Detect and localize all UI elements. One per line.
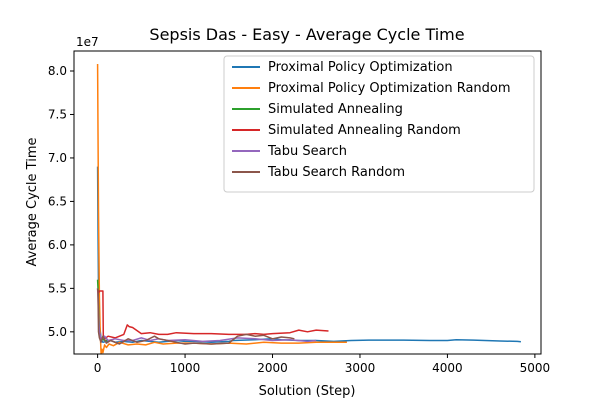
legend-frame [223,55,535,193]
y-tick-label: 6.0 [48,238,67,252]
chart-title: Sepsis Das - Easy - Average Cycle Time [149,25,464,44]
legend-label: Proximal Policy Optimization [268,60,453,75]
x-tick-label: 4000 [432,361,463,375]
series-line-4 [96,288,317,343]
x-axis-ticks: 0 1000 2000 3000 4000 5000 [94,354,550,375]
legend-label: Simulated Annealing [268,102,403,117]
x-tick-label: 0 [94,361,102,375]
series-line-1 [96,63,347,355]
y-scale-label: 1e7 [76,35,99,49]
y-tick-label: 5.0 [48,325,67,339]
y-tick-label: 6.5 [48,194,67,208]
legend: Proximal Policy Optimization Proximal Pol… [223,55,535,193]
legend-label: Simulated Annealing Random [268,123,461,138]
legend-label: Tabu Search [267,144,347,159]
x-tick-label: 5000 [520,361,551,375]
x-tick-label: 3000 [345,361,376,375]
series-line-3 [97,290,329,340]
y-axis-label: Average Cycle Time [25,138,40,267]
plot-frame [73,50,542,355]
series-line-5 [96,288,295,345]
y-tick-label: 7.0 [48,151,67,165]
legend-label: Tabu Search Random [267,165,405,180]
y-tick-label: 8.0 [48,64,67,78]
y-tick-label: 7.5 [48,107,67,121]
x-axis-label: Solution (Step) [259,384,356,399]
y-tick-label: 5.5 [48,281,67,295]
y-axis-ticks: 5.0 5.5 6.0 6.5 7.0 7.5 8.0 [48,64,74,339]
series-line-0 [96,166,521,344]
plot-lines [96,63,521,355]
x-tick-label: 1000 [170,361,201,375]
legend-label: Proximal Policy Optimization Random [268,81,511,96]
x-tick-label: 2000 [257,361,288,375]
